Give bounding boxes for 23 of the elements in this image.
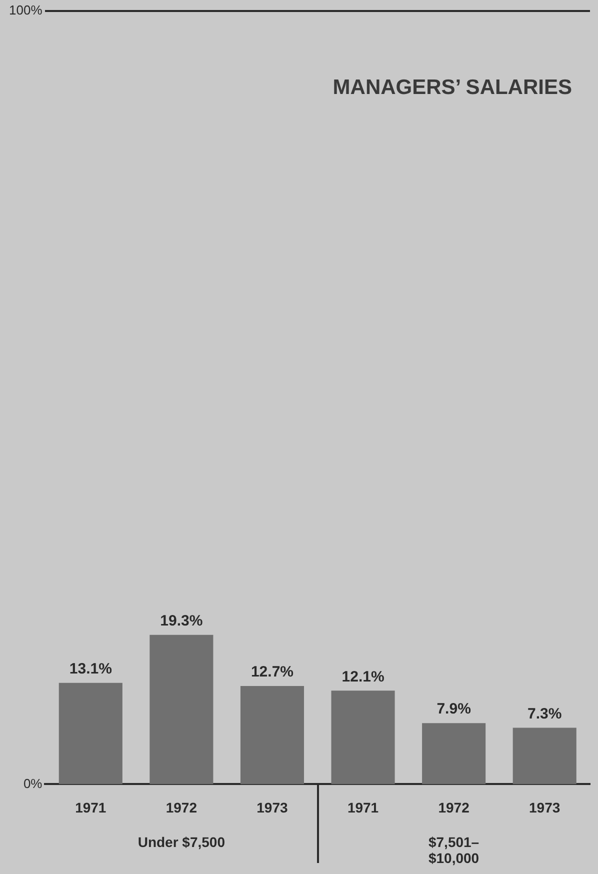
data-label: 12.7% <box>250 664 294 681</box>
text: $7,501– $10,000 <box>427 834 480 866</box>
bar <box>512 728 576 784</box>
data-label: 7.9% <box>436 700 471 718</box>
bar <box>422 723 486 784</box>
x-tick-label: 1973 <box>529 799 560 816</box>
y-tick-label: 100% <box>9 2 43 18</box>
text: Under $7,500 <box>136 834 226 850</box>
x-tick-label: 1971 <box>75 799 106 816</box>
bar <box>331 690 395 784</box>
x-tick-label: 1973 <box>256 799 288 816</box>
x-tick-label: 1972 <box>166 799 198 816</box>
bar <box>150 634 214 784</box>
data-label: 19.3% <box>160 612 203 630</box>
bar <box>58 682 122 784</box>
data-label: 12.1% <box>342 668 384 686</box>
bar <box>240 686 304 784</box>
data-label: 13.1% <box>69 660 112 678</box>
data-label: 7.3% <box>528 705 562 722</box>
y-tick-label: 0% <box>23 776 43 791</box>
x-tick-label: 1971 <box>347 799 379 816</box>
x-tick-label: 1972 <box>438 799 470 816</box>
text: MANAGERS’ SALARIES <box>332 76 572 100</box>
